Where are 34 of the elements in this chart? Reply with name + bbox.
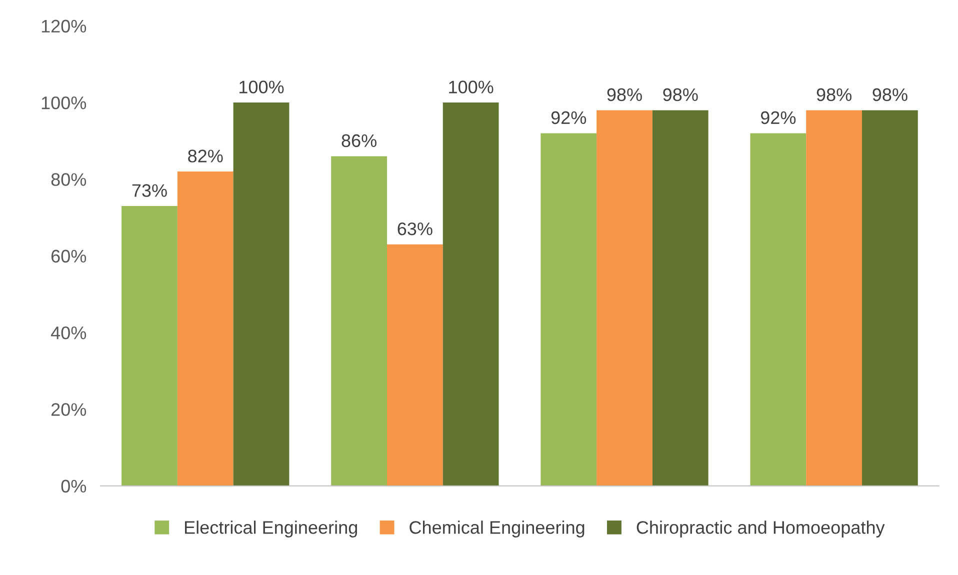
y-tick-label: 60% xyxy=(51,250,86,263)
bar xyxy=(177,172,234,486)
data-label: 98% xyxy=(607,88,642,102)
bar xyxy=(806,110,862,486)
data-label: 86% xyxy=(342,134,376,148)
y-tick-label: 80% xyxy=(51,173,86,186)
legend-label: Chiropractic and Homoeopathy xyxy=(636,520,885,538)
data-label: 98% xyxy=(872,88,908,102)
data-label: 82% xyxy=(188,150,223,162)
bar xyxy=(233,102,290,486)
y-tick-label: 40% xyxy=(50,326,86,340)
data-label: 100% xyxy=(449,80,494,94)
y-tick-label: 120% xyxy=(42,20,86,33)
bar xyxy=(442,102,499,486)
data-label: 73% xyxy=(132,184,167,197)
y-tick-label: 20% xyxy=(51,403,86,416)
legend-label: Chemical Engineering xyxy=(410,520,584,538)
legend-label: Electrical Engineering xyxy=(185,520,358,538)
data-label: 92% xyxy=(551,111,586,124)
data-label: 92% xyxy=(760,111,796,124)
data-label: 100% xyxy=(240,80,284,94)
data-label: 98% xyxy=(663,88,698,102)
bar xyxy=(122,206,178,486)
data-label: 63% xyxy=(398,222,432,236)
bar xyxy=(596,110,652,486)
bar xyxy=(750,133,806,486)
bar xyxy=(540,133,597,486)
y-tick-label: 0% xyxy=(61,480,86,493)
data-label: 98% xyxy=(816,88,852,102)
y-tick-label: 100% xyxy=(42,96,86,110)
bar xyxy=(862,110,918,486)
bar xyxy=(386,244,443,486)
bar xyxy=(331,156,387,486)
bar xyxy=(652,110,708,486)
